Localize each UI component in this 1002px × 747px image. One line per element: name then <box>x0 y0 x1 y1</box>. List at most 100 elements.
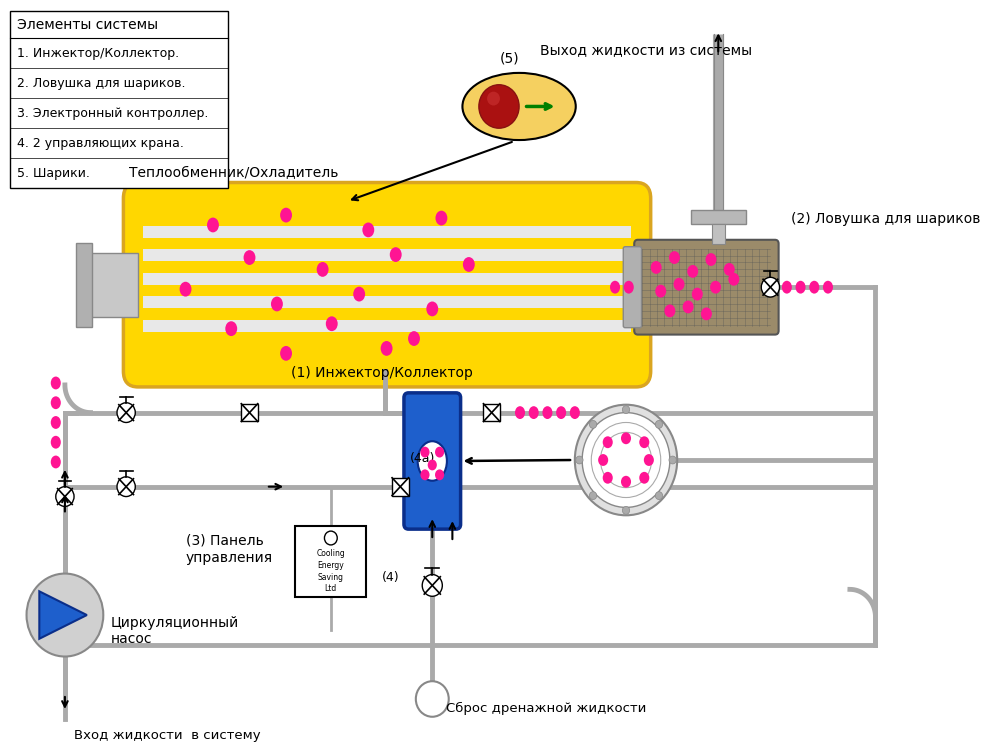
Ellipse shape <box>326 316 338 331</box>
Circle shape <box>117 477 135 497</box>
Ellipse shape <box>663 305 674 317</box>
Ellipse shape <box>723 263 734 276</box>
FancyBboxPatch shape <box>123 182 650 387</box>
Bar <box>142 249 631 261</box>
Ellipse shape <box>609 281 619 294</box>
Text: (4): (4) <box>382 571 399 584</box>
Bar <box>142 297 631 309</box>
Ellipse shape <box>709 281 720 294</box>
Bar <box>392 478 408 495</box>
Ellipse shape <box>602 436 612 448</box>
Ellipse shape <box>462 73 575 140</box>
Ellipse shape <box>381 341 392 356</box>
Text: 5. Шарики.: 5. Шарики. <box>17 167 90 180</box>
Text: Вход жидкости  в систему: Вход жидкости в систему <box>74 728 261 742</box>
Text: Сброс дренажной жидкости: Сброс дренажной жидкости <box>446 702 645 716</box>
Ellipse shape <box>51 376 61 389</box>
Bar <box>635 252 679 317</box>
Ellipse shape <box>781 281 791 294</box>
Text: Теплообменник/Охладитель: Теплообменник/Охладитель <box>129 167 338 181</box>
Text: управления: управления <box>185 551 273 565</box>
Text: (3) Панель: (3) Панель <box>185 534 264 548</box>
Ellipse shape <box>51 456 61 468</box>
Ellipse shape <box>638 472 648 484</box>
Circle shape <box>589 492 596 500</box>
Ellipse shape <box>51 397 61 409</box>
Circle shape <box>621 406 629 414</box>
Ellipse shape <box>408 331 420 346</box>
Ellipse shape <box>654 285 665 297</box>
Ellipse shape <box>602 472 612 484</box>
Bar <box>142 273 631 285</box>
Text: 1. Инжектор/Коллектор.: 1. Инжектор/Коллектор. <box>17 47 179 60</box>
FancyBboxPatch shape <box>633 240 778 335</box>
Bar <box>142 226 631 238</box>
Ellipse shape <box>51 436 61 449</box>
Bar <box>142 332 631 344</box>
Bar <box>679 243 695 326</box>
Bar <box>142 204 631 226</box>
Circle shape <box>668 456 675 464</box>
Circle shape <box>761 277 779 297</box>
Ellipse shape <box>243 250 256 265</box>
Ellipse shape <box>809 281 819 294</box>
Ellipse shape <box>280 346 292 361</box>
Text: 2. Ловушка для шариков.: 2. Ловушка для шариков. <box>17 77 185 90</box>
Bar <box>142 320 631 332</box>
Ellipse shape <box>555 406 565 419</box>
Circle shape <box>654 492 662 500</box>
Ellipse shape <box>727 273 738 285</box>
Ellipse shape <box>691 288 702 300</box>
Text: насос: насос <box>110 632 152 645</box>
Bar <box>711 224 724 244</box>
Ellipse shape <box>353 287 365 302</box>
Ellipse shape <box>51 416 61 429</box>
Text: Saving: Saving <box>318 573 344 582</box>
FancyBboxPatch shape <box>622 247 641 328</box>
Ellipse shape <box>668 251 679 264</box>
Ellipse shape <box>686 265 697 278</box>
Ellipse shape <box>650 261 661 274</box>
Ellipse shape <box>569 406 579 419</box>
Text: 3. Электронный контроллер.: 3. Электронный контроллер. <box>17 107 208 120</box>
Ellipse shape <box>362 223 374 238</box>
Text: Выход жидкости из системы: Выход жидкости из системы <box>539 43 752 57</box>
Ellipse shape <box>822 281 832 294</box>
Text: Элементы системы: Элементы системы <box>17 17 158 31</box>
Bar <box>142 285 631 297</box>
Circle shape <box>487 92 499 105</box>
Text: Cooling: Cooling <box>317 549 345 558</box>
Bar <box>142 344 631 365</box>
Ellipse shape <box>620 433 630 444</box>
Ellipse shape <box>623 281 633 294</box>
Ellipse shape <box>542 406 552 419</box>
Ellipse shape <box>317 262 329 277</box>
Ellipse shape <box>463 257 474 272</box>
Text: 4. 2 управляющих крана.: 4. 2 управляющих крана. <box>17 137 184 150</box>
Circle shape <box>574 405 676 515</box>
Circle shape <box>26 574 103 657</box>
Ellipse shape <box>420 469 429 480</box>
Circle shape <box>478 84 519 128</box>
Ellipse shape <box>704 253 715 266</box>
Text: (2) Ловушка для шариков: (2) Ловушка для шариков <box>791 212 980 226</box>
Ellipse shape <box>206 217 218 232</box>
Ellipse shape <box>280 208 292 223</box>
Text: Energy: Energy <box>318 561 344 570</box>
Ellipse shape <box>435 469 444 480</box>
Bar <box>76 243 92 326</box>
Circle shape <box>56 486 74 506</box>
Circle shape <box>416 681 448 717</box>
Ellipse shape <box>427 459 437 471</box>
Text: (4a): (4a) <box>409 452 435 465</box>
Bar <box>90 252 138 317</box>
Ellipse shape <box>682 300 693 313</box>
Circle shape <box>575 456 582 464</box>
Circle shape <box>117 403 135 423</box>
Ellipse shape <box>435 447 444 457</box>
Ellipse shape <box>426 302 438 316</box>
Circle shape <box>621 506 629 515</box>
Polygon shape <box>39 592 87 639</box>
Circle shape <box>581 412 669 507</box>
Bar <box>142 238 631 249</box>
